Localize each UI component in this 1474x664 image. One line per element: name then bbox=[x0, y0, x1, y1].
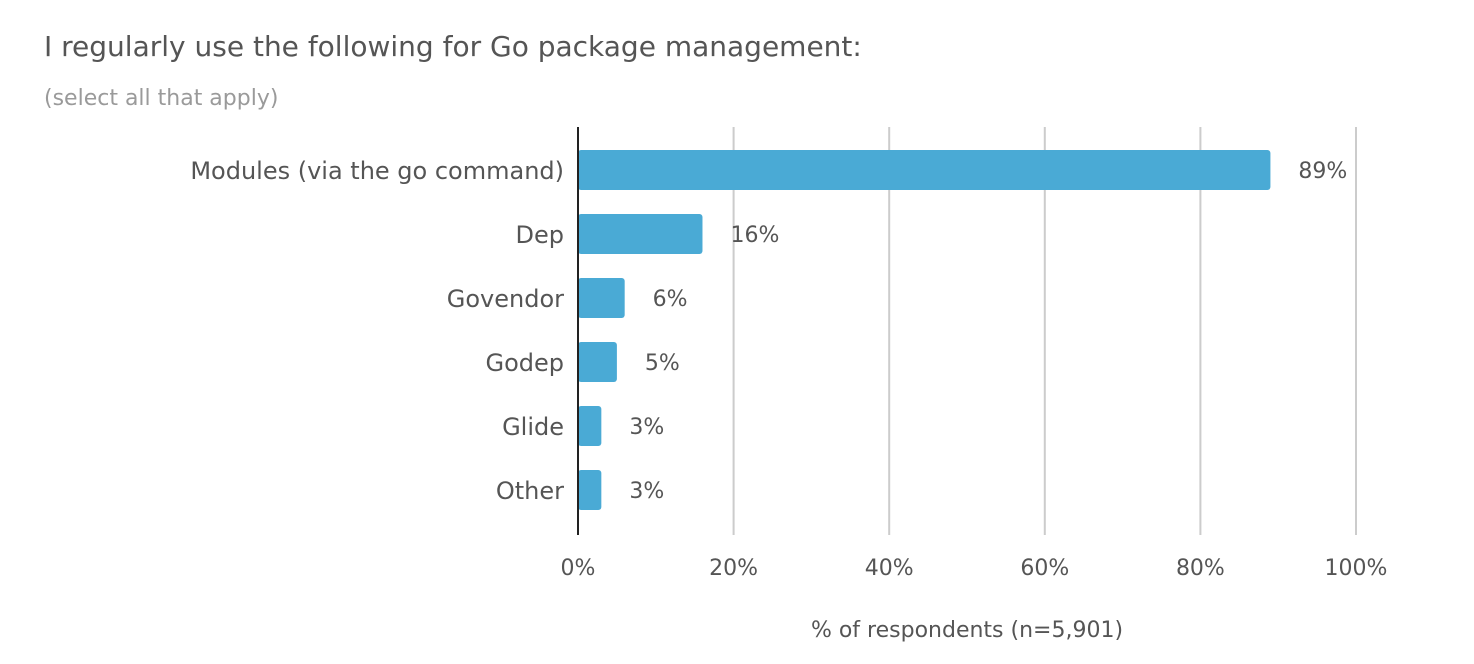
gridlines bbox=[732, 127, 1357, 535]
category-label: Other bbox=[496, 477, 564, 505]
value-labels: 89% 16% 6% 5% 3% 3% bbox=[629, 159, 1347, 504]
x-tick-label: 0% bbox=[561, 556, 596, 581]
bar bbox=[578, 150, 1271, 190]
category-label: Glide bbox=[502, 413, 564, 441]
bar bbox=[578, 406, 602, 446]
chart-subtitle: (select all that apply) bbox=[44, 86, 279, 111]
value-label: 16% bbox=[730, 223, 779, 248]
bar bbox=[578, 470, 602, 510]
tick-labels: 0% 20% 40% 60% 80% 100% bbox=[561, 556, 1388, 581]
chart-title: I regularly use the following for Go pac… bbox=[44, 30, 862, 63]
x-tick-label: 40% bbox=[865, 556, 914, 581]
bar bbox=[578, 214, 703, 254]
value-label: 6% bbox=[653, 287, 688, 312]
value-label: 5% bbox=[645, 351, 680, 376]
category-label: Govendor bbox=[447, 285, 564, 313]
category-label: Dep bbox=[516, 221, 564, 249]
value-label: 3% bbox=[629, 415, 664, 440]
category-label: Godep bbox=[485, 349, 564, 377]
value-label: 3% bbox=[629, 479, 664, 504]
bars bbox=[578, 150, 1271, 510]
category-label: Modules (via the go command) bbox=[190, 157, 564, 185]
bar bbox=[578, 342, 617, 382]
x-tick-label: 60% bbox=[1020, 556, 1069, 581]
x-tick-label: 20% bbox=[709, 556, 758, 581]
x-axis-title: % of respondents (n=5,901) bbox=[811, 618, 1123, 643]
x-tick-label: 100% bbox=[1325, 556, 1388, 581]
bar bbox=[578, 278, 625, 318]
category-labels: Modules (via the go command) Dep Govendor G… bbox=[190, 157, 564, 505]
x-tick-label: 80% bbox=[1176, 556, 1225, 581]
value-label: 89% bbox=[1298, 159, 1347, 184]
